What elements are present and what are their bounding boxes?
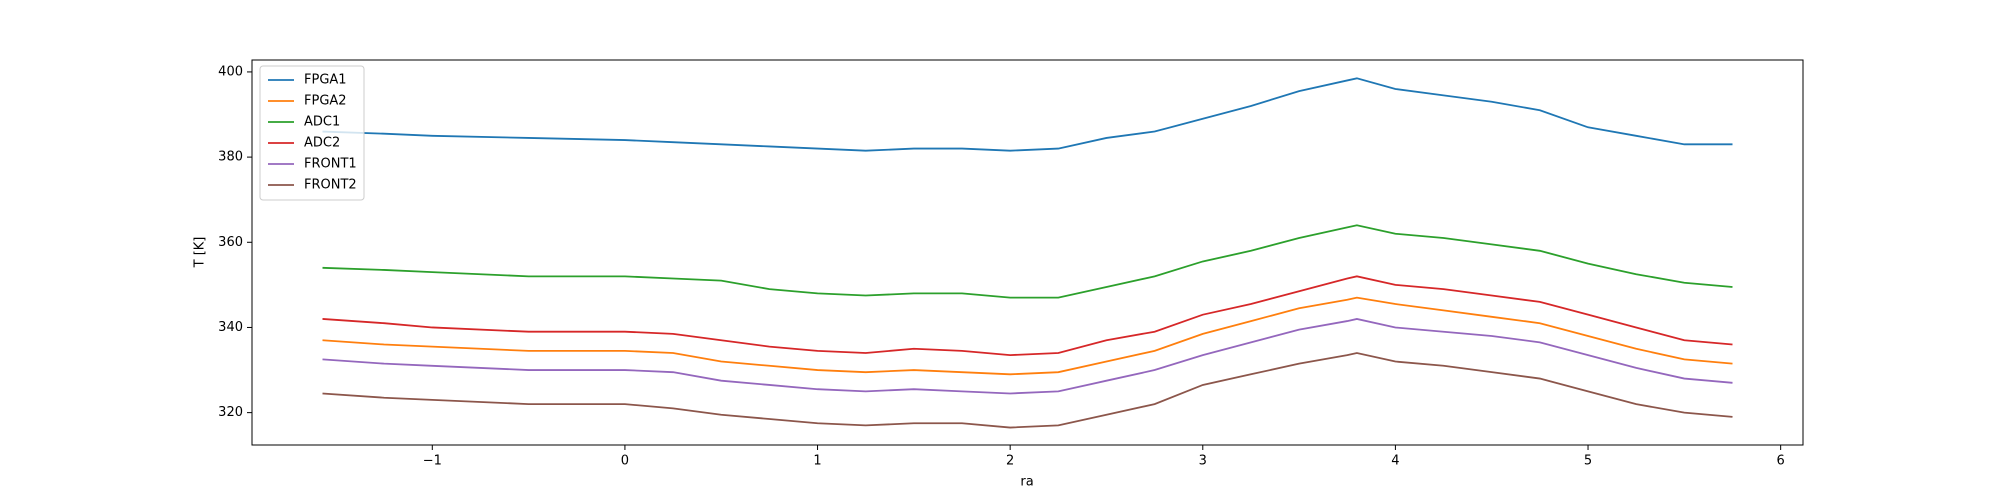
legend-label: ADC2	[304, 136, 340, 151]
x-tick-label: 3	[1199, 454, 1207, 469]
legend-label: ADC1	[304, 115, 340, 130]
x-tick-label: 5	[1584, 454, 1592, 469]
y-tick-label: 360	[218, 235, 243, 250]
series-line	[322, 296, 1733, 376]
axes-frame	[251, 59, 1804, 446]
series-line	[322, 352, 1733, 429]
x-tick-label: 4	[1391, 454, 1399, 469]
series-line	[322, 318, 1733, 395]
y-axis-label: T [K]	[193, 237, 208, 269]
series-line	[322, 275, 1733, 357]
x-tick-label: 0	[621, 454, 629, 469]
legend-label: FRONT2	[304, 178, 357, 193]
y-tick-label: 380	[218, 150, 243, 165]
y-tick-label: 340	[218, 320, 243, 335]
y-tick-label: 400	[218, 64, 243, 79]
legend-box	[259, 65, 365, 201]
x-tick-label: 1	[813, 454, 821, 469]
y-tick-label: 320	[218, 405, 243, 420]
x-tick-label: 6	[1777, 454, 1785, 469]
series-line	[322, 224, 1733, 299]
legend-label: FPGA2	[304, 94, 347, 109]
x-tick-label: −1	[423, 454, 442, 469]
series-line	[322, 77, 1733, 152]
x-tick-label: 2	[1006, 454, 1014, 469]
legend-label: FRONT1	[304, 157, 357, 172]
x-axis-label: ra	[1020, 475, 1033, 490]
legend-label: FPGA1	[304, 73, 347, 88]
